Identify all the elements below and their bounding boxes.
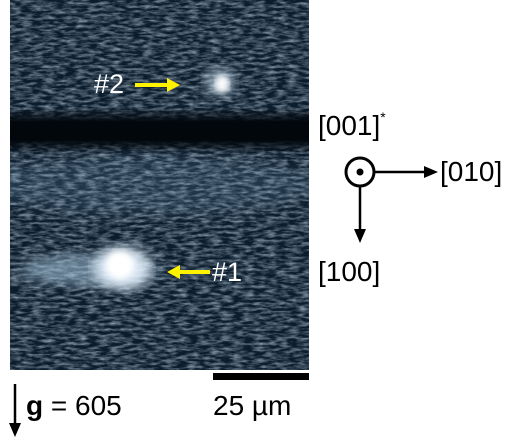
bright-streak [10, 155, 309, 215]
g-value: 605 [75, 390, 122, 421]
out-of-plane-dot-icon [356, 168, 364, 176]
micrograph-image: #2 #1 [10, 0, 309, 370]
axis-label-100: [100] [318, 256, 381, 287]
g-vector-label: g = 605 [26, 392, 122, 420]
arrow-defect-1 [167, 265, 210, 279]
g-vector-arrow-icon [9, 384, 21, 437]
defect-2-label: #2 [94, 69, 125, 99]
scale-bar-label: 25 µm [213, 390, 292, 421]
g-symbol: g [26, 390, 44, 421]
micrograph-texture [10, 0, 309, 370]
scale-bar [213, 373, 309, 380]
arrow-defect-2 [135, 78, 180, 92]
defect-1-spot [20, 246, 160, 290]
dark-band [10, 108, 309, 154]
axis-arrowhead-100-icon [354, 229, 366, 243]
axis-label-001: [001]* [318, 109, 386, 141]
axis-label-010: [010] [440, 156, 503, 187]
defect-1-label: #1 [212, 257, 243, 287]
axis-arrowhead-010-icon [424, 166, 438, 178]
crystal-axes-diagram [344, 156, 438, 243]
defect-2-spot [204, 68, 236, 96]
g-equals: = [43, 390, 76, 421]
